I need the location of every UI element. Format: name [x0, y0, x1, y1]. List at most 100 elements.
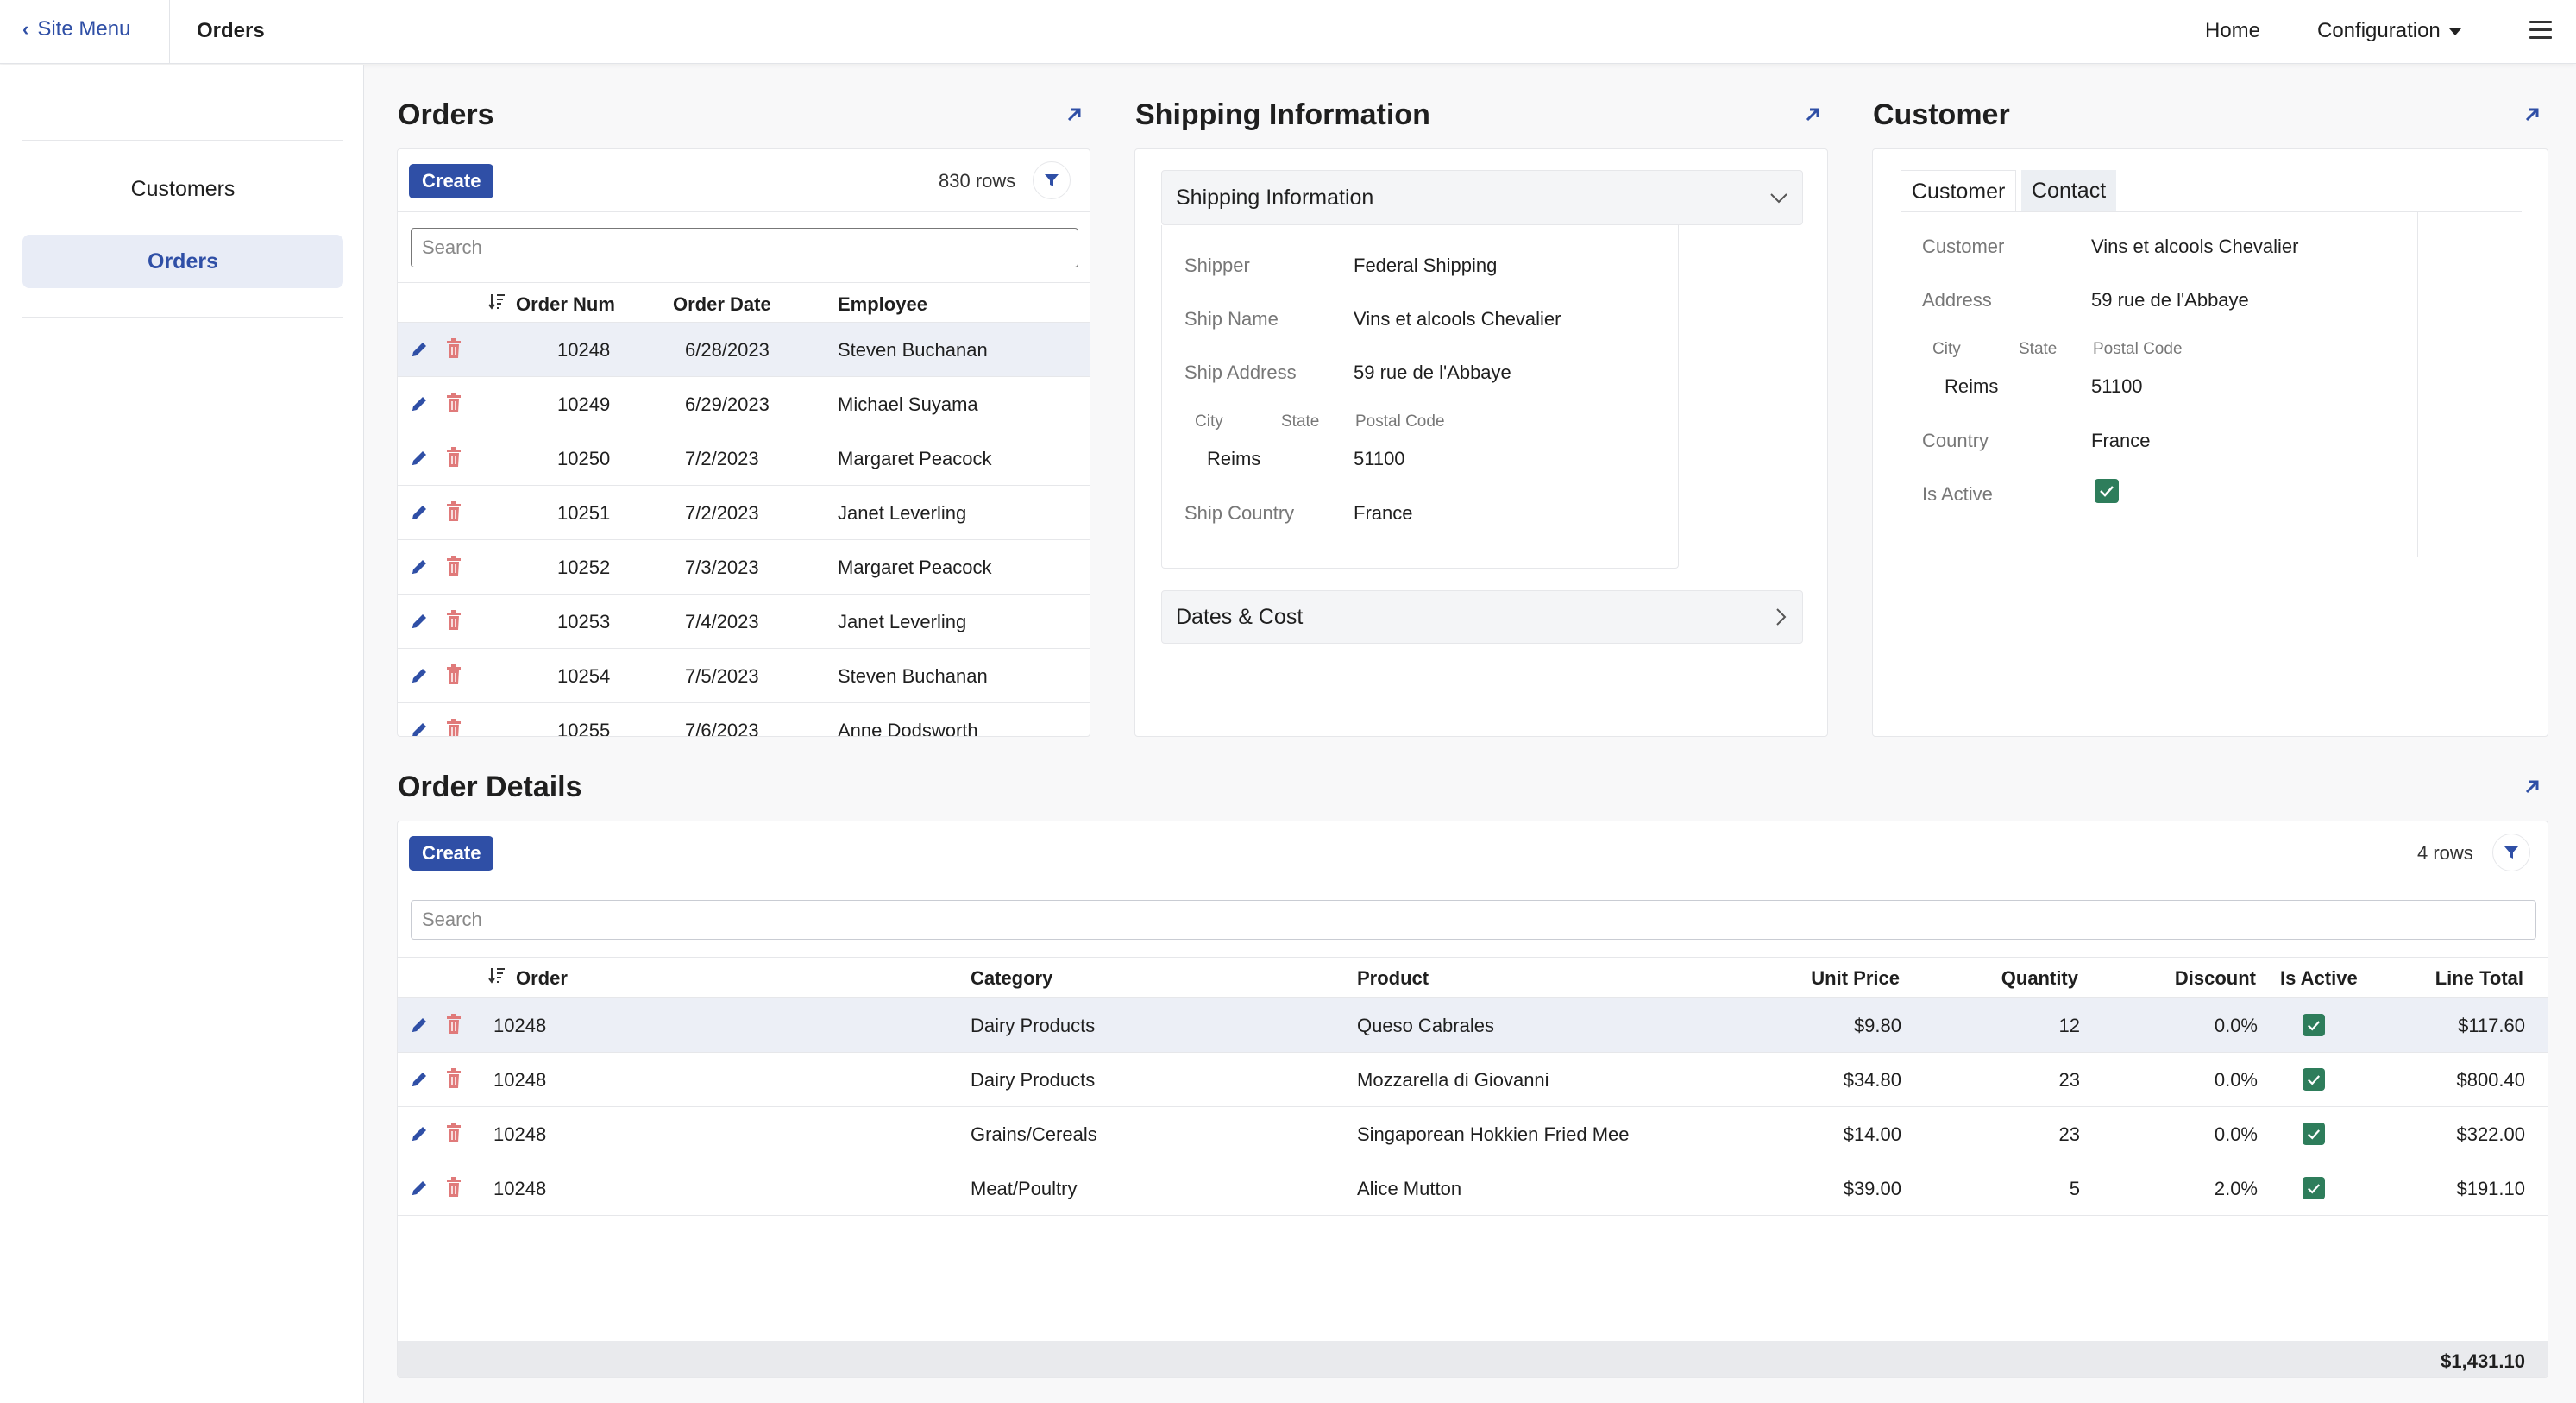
column-header-unit-price[interactable]: Unit Price: [1811, 967, 1900, 989]
create-order-button[interactable]: Create: [409, 164, 494, 198]
address-value: 59 rue de l'Abbaye: [2091, 289, 2249, 311]
employee-cell: Janet Leverling: [838, 502, 967, 524]
table-row[interactable]: 10248 6/28/2023 Steven Buchanan: [398, 323, 1090, 377]
edit-icon[interactable]: [410, 1124, 429, 1143]
column-header-line-total[interactable]: Line Total: [2435, 967, 2523, 989]
site-menu-label: Site Menu: [37, 17, 131, 41]
column-header-product[interactable]: Product: [1357, 967, 1429, 989]
order-date-cell: 7/4/2023: [685, 611, 759, 632]
customer-card: Customer Contact Customer Vins et alcool…: [1872, 148, 2548, 737]
edit-icon[interactable]: [410, 720, 429, 737]
column-header-order-num[interactable]: Order Num: [516, 293, 615, 315]
column-header-employee[interactable]: Employee: [838, 293, 927, 315]
hamburger-menu-icon[interactable]: [2529, 21, 2552, 40]
is-active-checkbox[interactable]: [2303, 1123, 2325, 1145]
column-header-quantity[interactable]: Quantity: [2001, 967, 2078, 989]
is-active-checkbox[interactable]: [2095, 479, 2119, 503]
divider: [22, 317, 343, 318]
table-row[interactable]: 10253 7/4/2023 Janet Leverling: [398, 595, 1090, 649]
tab-contact[interactable]: Contact: [2021, 170, 2117, 211]
table-row[interactable]: 10248 Grains/Cereals Singaporean Hokkien F…: [398, 1107, 2548, 1161]
product-cell: Alice Mutton: [1357, 1178, 1462, 1199]
employee-cell: Steven Buchanan: [838, 665, 988, 687]
table-row[interactable]: 10255 7/6/2023 Anne Dodsworth: [398, 703, 1090, 737]
unit-price-cell: $34.80: [1843, 1069, 1901, 1091]
edit-icon[interactable]: [410, 1070, 429, 1089]
ship-address-label: Ship Address: [1184, 362, 1297, 383]
site-menu-link[interactable]: ‹ Site Menu: [22, 17, 130, 41]
order-details-title: Order Details: [398, 771, 582, 803]
filter-button[interactable]: [2492, 834, 2530, 871]
edit-icon[interactable]: [410, 503, 429, 522]
expand-icon[interactable]: [2523, 105, 2541, 124]
shipping-title: Shipping Information: [1135, 98, 1430, 131]
column-header-order-date[interactable]: Order Date: [673, 293, 771, 315]
delete-icon[interactable]: [446, 610, 462, 631]
delete-icon[interactable]: [446, 501, 462, 522]
table-row[interactable]: 10248 Dairy Products Queso Cabrales $9.80 12…: [398, 998, 2548, 1053]
edit-icon[interactable]: [410, 449, 429, 468]
nav-home[interactable]: Home: [2205, 19, 2261, 42]
delete-icon[interactable]: [446, 447, 462, 468]
expand-icon[interactable]: [1803, 105, 1822, 124]
order-cell: 10248: [493, 1015, 547, 1036]
orders-title: Orders: [398, 98, 494, 131]
table-row[interactable]: 10248 Dairy Products Mozzarella di Giovann…: [398, 1053, 2548, 1107]
column-header-discount[interactable]: Discount: [2174, 967, 2256, 989]
customer-value: Vins et alcools Chevalier: [2091, 236, 2299, 257]
edit-icon[interactable]: [410, 612, 429, 631]
dates-cost-section-header[interactable]: Dates & Cost: [1161, 590, 1803, 644]
postal-code-value: 51100: [2091, 375, 2143, 397]
edit-icon[interactable]: [410, 1016, 429, 1035]
order-details-card: Create 4 rows Order Category Product Uni…: [397, 821, 2548, 1378]
check-icon: [2307, 1183, 2321, 1194]
table-row[interactable]: 10254 7/5/2023 Steven Buchanan: [398, 649, 1090, 703]
is-active-checkbox[interactable]: [2303, 1177, 2325, 1199]
table-row[interactable]: 10251 7/2/2023 Janet Leverling: [398, 486, 1090, 540]
is-active-checkbox[interactable]: [2303, 1068, 2325, 1091]
delete-icon[interactable]: [446, 393, 462, 413]
column-header-category[interactable]: Category: [971, 967, 1053, 989]
nav-configuration[interactable]: Configuration: [2317, 19, 2461, 43]
delete-icon[interactable]: [446, 1068, 462, 1089]
order-date-cell: 7/2/2023: [685, 448, 759, 469]
delete-icon[interactable]: [446, 664, 462, 685]
is-active-checkbox[interactable]: [2303, 1014, 2325, 1036]
delete-icon[interactable]: [446, 1123, 462, 1143]
orders-search-input[interactable]: [411, 228, 1078, 267]
column-header-order[interactable]: Order: [516, 967, 568, 989]
order-date-cell: 6/28/2023: [685, 339, 770, 361]
sidebar-item-orders[interactable]: Orders: [22, 235, 343, 288]
table-row[interactable]: 10249 6/29/2023 Michael Suyama: [398, 377, 1090, 431]
details-search-input[interactable]: [411, 900, 2536, 940]
discount-cell: 0.0%: [2214, 1069, 2258, 1091]
product-cell: Queso Cabrales: [1357, 1015, 1494, 1036]
edit-icon[interactable]: [410, 666, 429, 685]
delete-icon[interactable]: [446, 719, 462, 737]
tab-customer[interactable]: Customer: [1901, 170, 2017, 211]
edit-icon[interactable]: [410, 1179, 429, 1198]
discount-cell: 0.0%: [2214, 1123, 2258, 1145]
nav-configuration-label: Configuration: [2317, 19, 2441, 42]
sidebar-item-customers[interactable]: Customers: [130, 177, 236, 201]
sort-icon[interactable]: [487, 292, 506, 311]
create-detail-button[interactable]: Create: [409, 836, 494, 871]
edit-icon[interactable]: [410, 340, 429, 359]
filter-button[interactable]: [1033, 161, 1071, 199]
grand-total: $1,431.10: [2441, 1350, 2525, 1372]
edit-icon[interactable]: [410, 557, 429, 576]
expand-icon[interactable]: [1065, 105, 1084, 124]
sort-icon[interactable]: [487, 966, 506, 985]
delete-icon[interactable]: [446, 1177, 462, 1198]
delete-icon[interactable]: [446, 556, 462, 576]
delete-icon[interactable]: [446, 1014, 462, 1035]
expand-icon[interactable]: [2523, 777, 2541, 796]
order-date-cell: 7/5/2023: [685, 665, 759, 687]
table-row[interactable]: 10248 Meat/Poultry Alice Mutton $39.00 5 2.0%…: [398, 1161, 2548, 1216]
column-header-is-active[interactable]: Is Active: [2280, 967, 2358, 989]
table-row[interactable]: 10252 7/3/2023 Margaret Peacock: [398, 540, 1090, 595]
shipping-section-header[interactable]: Shipping Information: [1161, 170, 1803, 225]
delete-icon[interactable]: [446, 338, 462, 359]
table-row[interactable]: 10250 7/2/2023 Margaret Peacock: [398, 431, 1090, 486]
edit-icon[interactable]: [410, 394, 429, 413]
